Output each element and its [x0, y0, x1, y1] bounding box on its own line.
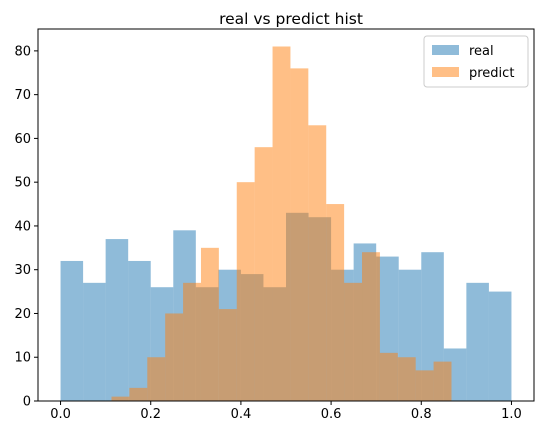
predict-bar [290, 68, 309, 401]
legend-label: predict [469, 66, 514, 81]
x-tick-label: 0.8 [411, 407, 432, 422]
x-tick-label: 1.0 [501, 407, 522, 422]
y-axis: 0 10 20 30 40 50 60 70 80 [14, 44, 38, 410]
predict-bar [326, 204, 345, 401]
y-tick-label: 30 [14, 263, 31, 278]
y-tick-label: 80 [14, 44, 31, 59]
y-tick-label: 0 [23, 395, 31, 410]
predict-bar [415, 370, 434, 401]
legend-label: real [469, 44, 494, 59]
real-bar [488, 291, 512, 401]
real-bar [128, 260, 151, 401]
predict-bar [362, 252, 380, 401]
chart-title: real vs predict hist [219, 10, 363, 28]
x-tick-label: 0.0 [50, 407, 71, 422]
legend: real predict [423, 35, 529, 88]
predict-bar [111, 396, 130, 401]
predict-bar [165, 313, 184, 401]
predict-bar [218, 309, 237, 401]
predict-bar [236, 182, 255, 401]
predict-bar [308, 125, 327, 402]
legend-swatch [432, 67, 459, 77]
y-tick-label: 40 [14, 219, 31, 234]
real-bar [83, 282, 106, 401]
real-bar [105, 239, 129, 401]
predict-bar [397, 357, 416, 401]
plot-area-frame [37, 28, 535, 402]
real-bar [60, 260, 84, 401]
predict-bar [433, 361, 452, 401]
predict-series [111, 46, 452, 402]
x-tick-label: 0.6 [321, 407, 342, 422]
x-tick-label: 0.4 [231, 407, 252, 422]
real-bar [466, 282, 489, 401]
predict-bar [272, 46, 291, 401]
y-tick-label: 10 [14, 351, 31, 366]
predict-bar [183, 282, 201, 401]
y-tick-label: 60 [14, 132, 31, 147]
x-tick-label: 0.2 [140, 407, 161, 422]
legend-swatch [432, 45, 459, 55]
y-tick-label: 70 [14, 88, 31, 103]
y-tick-label: 50 [14, 176, 31, 191]
predict-bar [129, 387, 148, 401]
predict-bar [379, 352, 398, 401]
predict-bar [254, 147, 273, 401]
predict-bar [200, 247, 219, 401]
predict-bar [344, 282, 363, 401]
x-axis: 0.0 0.2 0.4 0.6 0.8 1.0 [50, 401, 522, 422]
predict-bar [147, 357, 166, 401]
y-tick-label: 20 [14, 307, 31, 322]
